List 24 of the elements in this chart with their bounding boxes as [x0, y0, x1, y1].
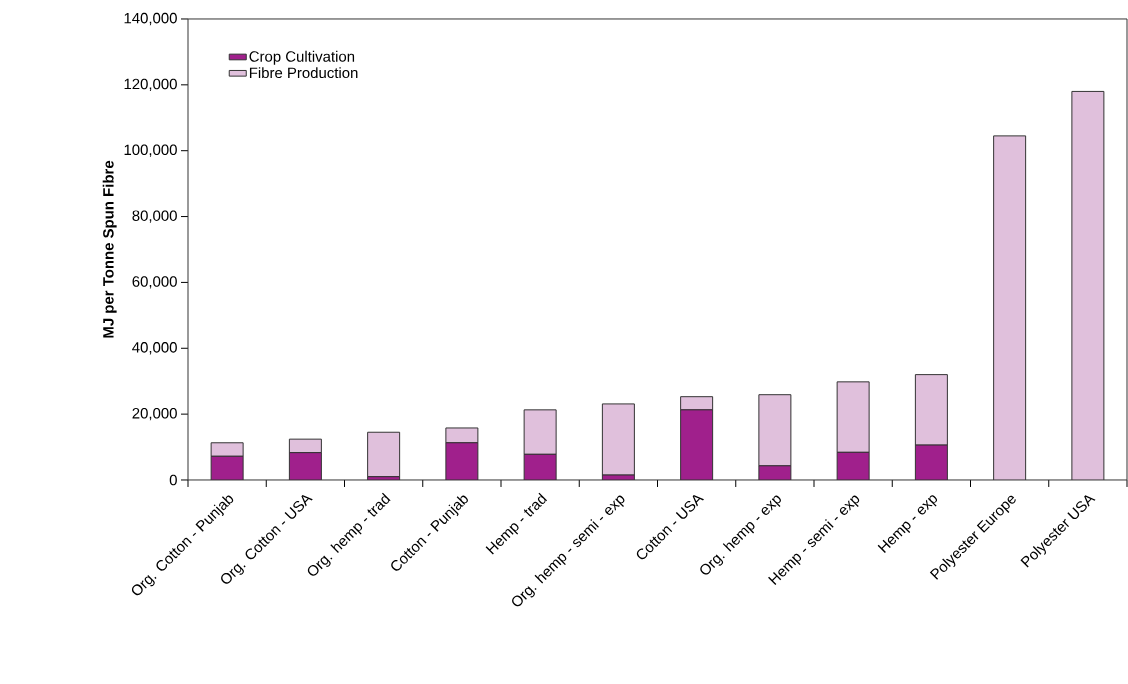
bar	[836, 381, 870, 453]
y-tick-label: 0	[169, 474, 177, 486]
bar	[445, 442, 479, 480]
bar	[680, 409, 714, 480]
y-tick-label: 40,000	[132, 342, 177, 355]
y-tick-label: 140,000	[124, 12, 177, 26]
y-tick-label: 80,000	[132, 210, 177, 223]
bar	[993, 135, 1027, 480]
legend-label: Fibre Production	[249, 67, 358, 79]
bar	[758, 394, 792, 467]
y-axis-title: MJ per Tonne Spun Fibre	[102, 160, 117, 338]
legend-label: Crop Cultivation	[249, 50, 355, 65]
bar	[367, 431, 401, 478]
bar	[1071, 90, 1105, 480]
bar	[601, 403, 635, 476]
bar	[288, 452, 322, 480]
y-tick-label: 120,000	[124, 78, 177, 92]
bar	[210, 442, 244, 457]
y-tick-label: 60,000	[132, 276, 177, 289]
bar	[914, 374, 948, 446]
bar	[914, 444, 948, 480]
bar	[523, 409, 557, 455]
y-tick-label: 100,000	[124, 144, 177, 157]
y-tick-label: 20,000	[132, 407, 177, 421]
